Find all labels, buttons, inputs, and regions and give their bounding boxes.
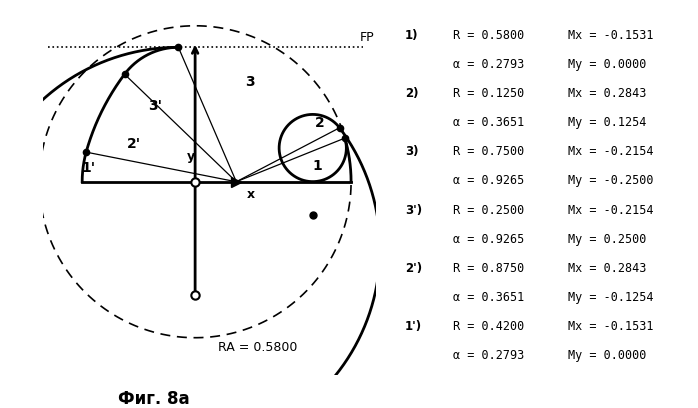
Text: y: y: [187, 150, 195, 163]
Text: My = 0.0000: My = 0.0000: [568, 349, 646, 362]
Text: Mx = -0.1531: Mx = -0.1531: [568, 320, 653, 333]
Text: 2'): 2'): [405, 262, 422, 275]
Text: 1': 1': [82, 161, 96, 175]
Text: My = -0.1254: My = -0.1254: [568, 291, 653, 304]
Text: 2): 2): [405, 87, 418, 100]
Text: 1'): 1'): [405, 320, 422, 333]
Text: α = 0.3651: α = 0.3651: [454, 291, 525, 304]
Text: 2': 2': [127, 137, 141, 151]
Text: α = 0.3651: α = 0.3651: [454, 116, 525, 129]
Text: R = 0.2500: R = 0.2500: [454, 204, 525, 217]
Text: R = 0.1250: R = 0.1250: [454, 87, 525, 100]
Text: Mx = 0.2843: Mx = 0.2843: [568, 87, 646, 100]
Text: x: x: [247, 188, 255, 201]
Text: R = 0.5800: R = 0.5800: [454, 29, 525, 42]
Text: Mx = -0.2154: Mx = -0.2154: [568, 146, 653, 158]
Text: My = -0.2500: My = -0.2500: [568, 174, 653, 187]
Text: My = 0.0000: My = 0.0000: [568, 58, 646, 71]
Text: α = 0.9265: α = 0.9265: [454, 174, 525, 187]
Text: 1): 1): [405, 29, 418, 42]
Text: α = 0.2793: α = 0.2793: [454, 58, 525, 71]
Text: R = 0.4200: R = 0.4200: [454, 320, 525, 333]
Text: My = 0.2500: My = 0.2500: [568, 233, 646, 246]
Text: 3: 3: [245, 75, 255, 89]
Text: 3': 3': [149, 100, 163, 113]
Text: α = 0.2793: α = 0.2793: [454, 349, 525, 362]
Text: Mx = 0.2843: Mx = 0.2843: [568, 262, 646, 275]
Text: RA = 0.5800: RA = 0.5800: [218, 341, 297, 354]
Text: α = 0.9265: α = 0.9265: [454, 233, 525, 246]
Text: My = 0.1254: My = 0.1254: [568, 116, 646, 129]
Text: R = 0.7500: R = 0.7500: [454, 146, 525, 158]
Text: R = 0.8750: R = 0.8750: [454, 262, 525, 275]
Text: Фиг. 8a: Фиг. 8a: [118, 390, 189, 408]
Text: 2: 2: [315, 115, 325, 130]
Text: 3): 3): [405, 146, 418, 158]
Text: 3'): 3'): [405, 204, 422, 217]
Text: Mx = -0.1531: Mx = -0.1531: [568, 29, 653, 42]
Text: 1: 1: [312, 159, 322, 173]
Text: FP: FP: [360, 31, 375, 44]
Text: Mx = -0.2154: Mx = -0.2154: [568, 204, 653, 217]
